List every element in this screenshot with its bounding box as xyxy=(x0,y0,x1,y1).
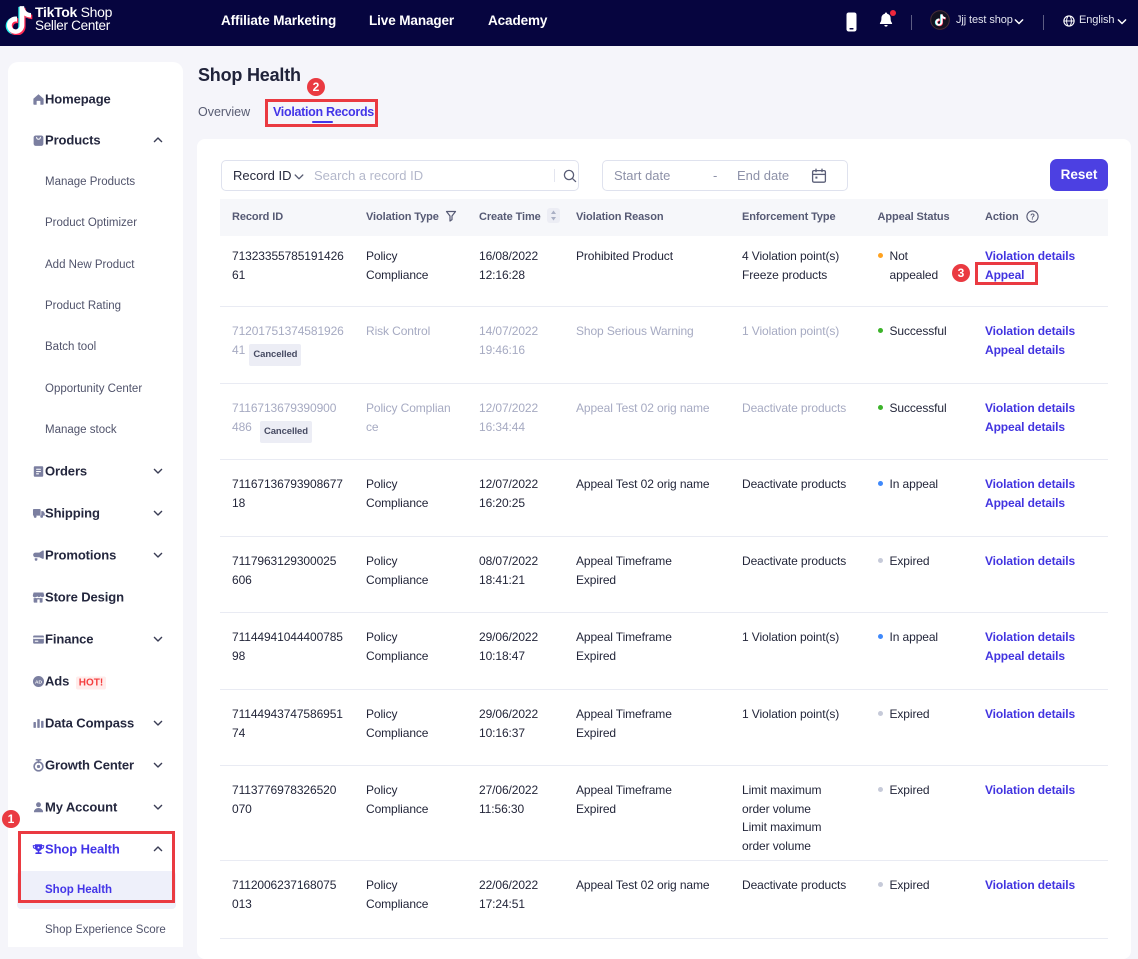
svg-text:?: ? xyxy=(1030,212,1035,221)
svg-text:AD: AD xyxy=(35,679,43,685)
